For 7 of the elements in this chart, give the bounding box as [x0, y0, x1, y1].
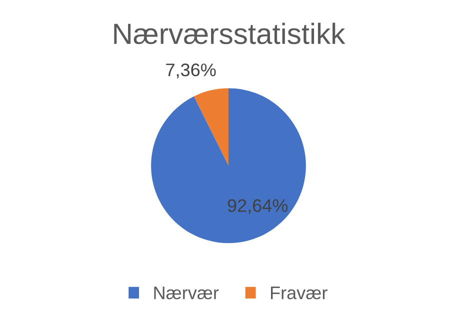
pie-slice	[194, 88, 228, 166]
pie-slice	[151, 88, 306, 244]
data-label: 7,36%	[166, 64, 216, 78]
legend-label: Fravær	[271, 286, 328, 300]
legend-label: Nærvær	[154, 286, 219, 300]
data-label: 92,64%	[228, 199, 288, 214]
chart-title: Nærværsstatistikk	[114, 22, 346, 44]
